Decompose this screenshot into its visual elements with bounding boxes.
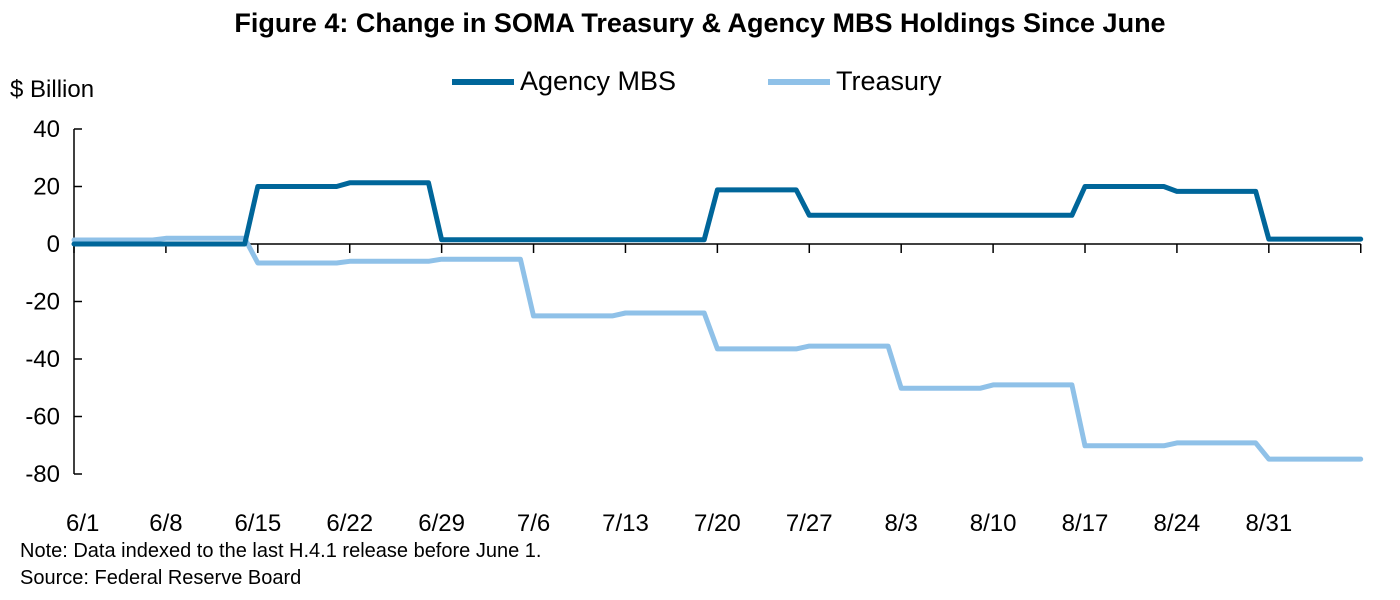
x-tick-label: 7/13: [602, 510, 649, 537]
x-tick-label: 7/20: [694, 510, 741, 537]
y-tick-label: -40: [25, 346, 60, 373]
x-tick-label: 6/1: [66, 510, 99, 537]
y-tick-label: 0: [47, 231, 60, 258]
x-tick-label: 6/15: [234, 510, 281, 537]
x-tick-label: 8/24: [1154, 510, 1201, 537]
legend-swatch: [768, 78, 830, 85]
y-tick-label: 20: [33, 174, 60, 201]
x-tick-label: 8/17: [1062, 510, 1109, 537]
y-tick-label: 40: [33, 116, 60, 143]
y-axis-label: $ Billion: [10, 76, 95, 103]
x-tick-label: 6/22: [326, 510, 373, 537]
legend-swatch: [452, 78, 514, 85]
x-tick-label: 8/31: [1245, 510, 1292, 537]
series-line-treasury: [71, 235, 1364, 462]
chart-title: Figure 4: Change in SOMA Treasury & Agen…: [234, 8, 1166, 38]
chart-note: Note: Data indexed to the last H.4.1 rel…: [20, 540, 542, 562]
x-tick-label: 6/8: [149, 510, 182, 537]
x-tick-label: 7/27: [786, 510, 833, 537]
y-tick-label: -60: [25, 404, 60, 431]
x-tick-label: 7/6: [517, 510, 550, 537]
legend-item-treasury: Treasury: [768, 66, 942, 97]
x-tick-label: 8/10: [970, 510, 1017, 537]
y-tick-label: -20: [25, 289, 60, 316]
x-tick-label: 6/29: [418, 510, 465, 537]
chart-source: Source: Federal Reserve Board: [20, 567, 302, 589]
y-tick-label: -80: [25, 461, 60, 488]
legend-item-agency-mbs: Agency MBS: [452, 66, 676, 97]
x-tick-label: 8/3: [885, 510, 918, 537]
legend-label: Agency MBS: [520, 66, 677, 96]
series-line-agency-mbs: [71, 180, 1364, 247]
legend-label: Treasury: [836, 66, 942, 96]
